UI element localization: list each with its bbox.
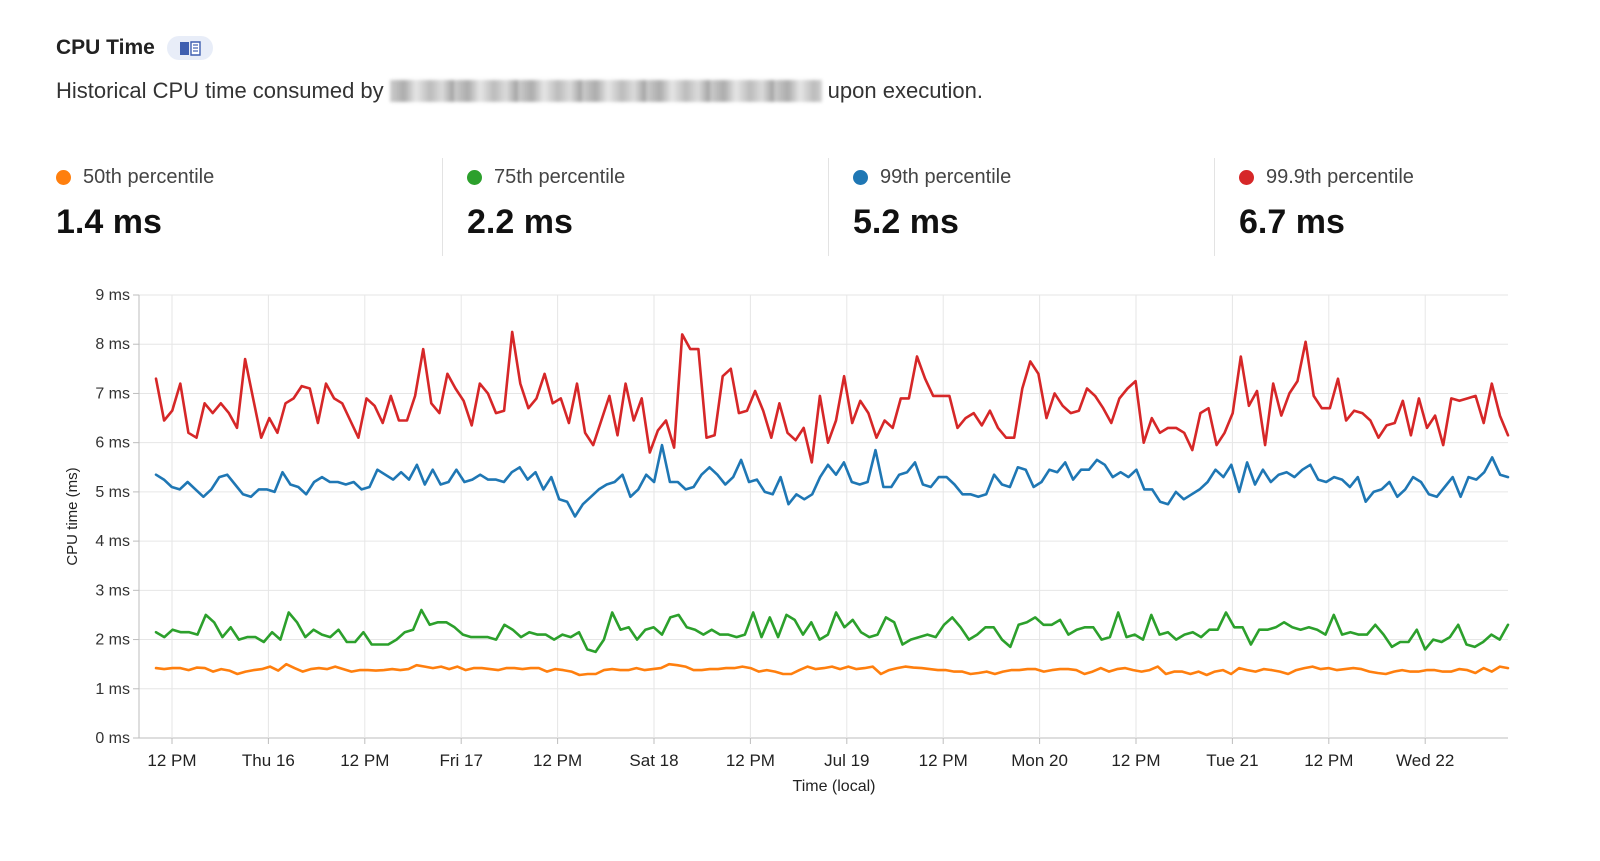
x-tick-label: Wed 22	[1396, 751, 1454, 770]
y-tick-label: 7 ms	[95, 385, 130, 402]
subtitle-text-start: Historical CPU time consumed by	[56, 78, 384, 103]
x-tick-label: Tue 21	[1206, 751, 1258, 770]
y-tick-label: 9 ms	[95, 287, 130, 304]
x-tick-label: 12 PM	[919, 751, 968, 770]
panel-title: CPU Time	[56, 36, 155, 59]
book-icon	[179, 41, 201, 56]
x-tick-label: 12 PM	[340, 751, 389, 770]
x-tick-label: Fri 17	[439, 751, 482, 770]
stat-label-row: 99.9th percentile	[1239, 166, 1600, 189]
legend-dot-p999	[1239, 170, 1254, 185]
x-tick-label: 12 PM	[147, 751, 196, 770]
x-tick-label: Mon 20	[1011, 751, 1068, 770]
y-tick-label: 3 ms	[95, 582, 130, 599]
stat-label: 50th percentile	[83, 166, 215, 188]
panel-subtitle: Historical CPU time consumed by upon exe…	[56, 78, 983, 104]
stat-label: 75th percentile	[494, 166, 626, 188]
x-tick-label: Jul 19	[824, 751, 869, 770]
stat-value: 1.4 ms	[56, 203, 162, 241]
title-row: CPU Time	[56, 36, 983, 60]
stat-p50: 50th percentile 1.4 ms	[56, 158, 442, 256]
series-line-99-9th-percentile	[154, 330, 1510, 464]
x-tick-label: 12 PM	[1111, 751, 1160, 770]
x-axis-title: Time (local)	[793, 778, 876, 795]
legend-dot-p50	[56, 170, 71, 185]
stat-label-row: 99th percentile	[853, 166, 1214, 189]
y-tick-label: 2 ms	[95, 632, 130, 649]
redacted-text	[389, 80, 822, 102]
y-tick-label: 4 ms	[95, 533, 130, 550]
x-tick-label: Thu 16	[242, 751, 295, 770]
x-tick-label: Sat 18	[629, 751, 678, 770]
percentile-stats: 50th percentile 1.4 ms 75th percentile 2…	[56, 158, 1600, 256]
docs-book-icon[interactable]	[166, 36, 213, 60]
stat-value: 5.2 ms	[853, 203, 959, 241]
y-tick-label: 8 ms	[95, 336, 130, 353]
stat-p75: 75th percentile 2.2 ms	[442, 158, 828, 256]
stat-value: 2.2 ms	[467, 203, 573, 241]
stat-label: 99th percentile	[880, 166, 1012, 188]
stat-label: 99.9th percentile	[1266, 166, 1414, 188]
series-line-50th-percentile	[154, 662, 1510, 677]
legend-dot-p99	[853, 170, 868, 185]
cpu-time-line-chart[interactable]: 0 ms 1 ms 2 ms 3 ms 4 ms 5 ms 6 ms 7 ms 8 ms 9 ms…	[0, 270, 1600, 830]
series-line-99th-percentile	[154, 443, 1510, 518]
x-tick-label: 12 PM	[533, 751, 582, 770]
series-line-75th-percentile	[154, 608, 1510, 654]
subtitle-text-end: upon execution.	[827, 78, 984, 103]
x-tick-label: 12 PM	[1304, 751, 1353, 770]
stat-value: 6.7 ms	[1239, 203, 1345, 241]
x-tick-label: 12 PM	[726, 751, 775, 770]
y-axis-title: CPU time (ms)	[64, 467, 81, 565]
y-tick-label: 0 ms	[95, 730, 130, 747]
y-tick-label: 6 ms	[95, 435, 130, 452]
y-tick-label: 5 ms	[95, 484, 130, 501]
stat-label-row: 75th percentile	[467, 166, 828, 189]
stat-label-row: 50th percentile	[56, 166, 442, 189]
panel-header: CPU Time Historical CPU time consumed by…	[56, 36, 983, 104]
legend-dot-p75	[467, 170, 482, 185]
stat-p99: 99th percentile 5.2 ms	[828, 158, 1214, 256]
y-tick-label: 1 ms	[95, 681, 130, 698]
stat-p999: 99.9th percentile 6.7 ms	[1214, 158, 1600, 256]
